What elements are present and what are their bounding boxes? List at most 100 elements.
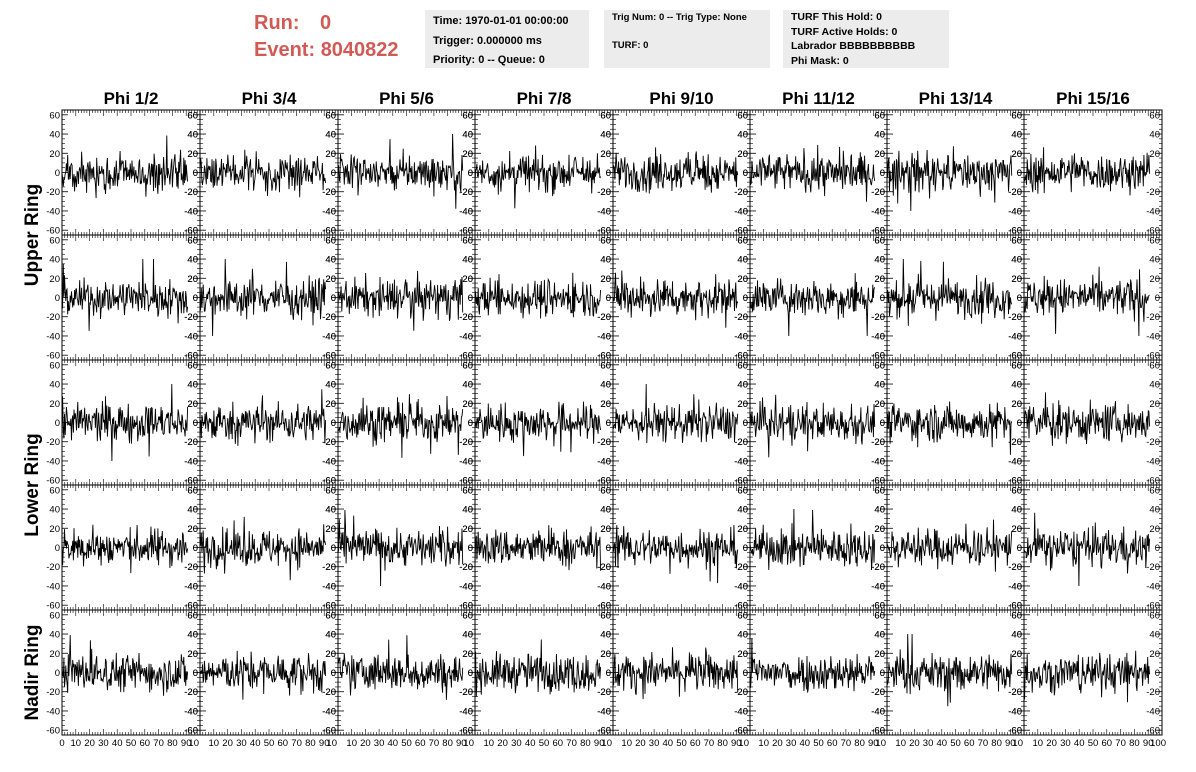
y-tick-label-right: 60 — [874, 485, 885, 496]
time-info-box: Time: 1970-01-01 00:00:00 Trigger: 0.000… — [425, 10, 589, 68]
y-tick-label-left: 40 — [874, 130, 885, 141]
y-tick-label-right: -60 — [1146, 226, 1160, 237]
y-tick-label-left: 20 — [462, 399, 473, 410]
y-tick-label-left: -20 — [322, 312, 336, 323]
column-label-5: Phi 9/10 — [649, 89, 713, 108]
y-tick-label-left: 20 — [187, 149, 198, 160]
y-tick-label-left: -20 — [46, 312, 60, 323]
y-tick-label-left: 20 — [600, 399, 611, 410]
y-tick-label-right: 20 — [187, 274, 198, 285]
y-tick-label-right: -60 — [322, 476, 336, 487]
y-tick-label-left: -60 — [459, 601, 473, 612]
y-tick-label-right: 60 — [737, 485, 748, 496]
column-label-1: Phi 1/2 — [104, 89, 159, 108]
y-tick-label-left: 40 — [462, 130, 473, 141]
y-tick-label-right: 40 — [600, 505, 611, 516]
y-tick-label-right: -40 — [322, 331, 336, 342]
y-tick-label-left: 0 — [193, 293, 198, 304]
panel-r1-c2: -60 -60 -40 -40 -20 -20 0 0 20 20 40 40 60 60 — [184, 109, 339, 237]
y-tick-label-left: -60 — [322, 476, 336, 487]
y-tick-label-right: 60 — [325, 110, 336, 121]
y-tick-label-left: 40 — [462, 255, 473, 266]
y-tick-label-left: -60 — [597, 601, 611, 612]
y-tick-label-right: 20 — [1011, 149, 1022, 160]
y-tick-label-right: -40 — [871, 581, 885, 592]
y-tick-label-right: 0 — [193, 418, 198, 429]
y-tick-label-left: 20 — [600, 149, 611, 160]
y-tick-label-left: -60 — [1008, 476, 1022, 487]
y-tick-label-right: -40 — [1008, 206, 1022, 217]
y-tick-label-left: 40 — [600, 380, 611, 391]
y-tick-label-right: -60 — [734, 351, 748, 362]
y-tick-label-left: -20 — [734, 312, 748, 323]
y-tick-label-left: 60 — [737, 110, 748, 121]
y-tick-label-right: 20 — [1011, 399, 1022, 410]
phi-mask-text: Phi Mask: 0 — [791, 54, 849, 67]
y-tick-label-left: 20 — [1011, 149, 1022, 160]
y-tick-label-right: 60 — [325, 235, 336, 246]
y-tick-label-left: 20 — [49, 149, 60, 160]
column-label-6: Phi 11/12 — [782, 89, 855, 108]
y-tick-label-right: 0 — [743, 418, 748, 429]
waveform-line — [199, 149, 327, 198]
y-tick-label-left: 60 — [737, 485, 748, 496]
waveform-line — [337, 270, 464, 331]
y-tick-label-right: 0 — [331, 418, 336, 429]
y-tick-label-right: 20 — [1149, 274, 1160, 285]
y-tick-label-left: 40 — [600, 130, 611, 141]
y-tick-label-left: 60 — [737, 360, 748, 371]
y-tick-label-right: -20 — [184, 562, 198, 573]
y-tick-label-right: 60 — [600, 360, 611, 371]
time-text: Time: 1970-01-01 00:00:00 — [433, 15, 569, 27]
y-tick-label-right: 40 — [1149, 130, 1160, 141]
y-tick-label-right: -40 — [459, 331, 473, 342]
y-tick-label-left: -20 — [322, 437, 336, 448]
y-tick-label-left: 60 — [325, 235, 336, 246]
y-tick-label-right: 20 — [1149, 399, 1160, 410]
panel-r1-c8: -60 -60 -40 -40 -20 -20 0 0 20 20 40 40 60 60 — [1008, 109, 1163, 237]
y-tick-label-right: -20 — [871, 437, 885, 448]
y-tick-label-right: -60 — [597, 601, 611, 612]
y-tick-label-left: 60 — [1011, 235, 1022, 246]
y-tick-label-right: -60 — [871, 226, 885, 237]
y-tick-label-left: 20 — [462, 524, 473, 535]
y-tick-label-right: -40 — [184, 581, 198, 592]
event-line: Event: 8040822 — [254, 37, 399, 64]
y-tick-label-left: -60 — [734, 226, 748, 237]
y-tick-label-right: -40 — [184, 331, 198, 342]
y-tick-label-right: -60 — [184, 476, 198, 487]
y-tick-label-right: 60 — [1149, 360, 1160, 371]
y-tick-label-left: -20 — [459, 562, 473, 573]
y-tick-label-left: 40 — [1011, 255, 1022, 266]
y-tick-label-right: -60 — [322, 226, 336, 237]
y-tick-label-left: 0 — [743, 168, 748, 179]
y-tick-label-left: 0 — [606, 168, 611, 179]
y-tick-label-left: 20 — [737, 399, 748, 410]
waveform-line — [1023, 266, 1150, 337]
y-tick-label-right: 0 — [606, 418, 611, 429]
run-event-block: Run: 0 Event: 8040822 — [254, 10, 399, 64]
y-tick-label-right: -60 — [459, 601, 473, 612]
y-tick-label-left: -40 — [46, 331, 60, 342]
y-tick-label-left: 0 — [193, 418, 198, 429]
y-tick-label-left: 40 — [737, 255, 748, 266]
y-tick-label-right: 40 — [737, 380, 748, 391]
y-tick-label-right: -60 — [1008, 476, 1022, 487]
y-tick-label-right: 60 — [462, 485, 473, 496]
y-tick-label-left: 40 — [1011, 130, 1022, 141]
y-tick-label-left: -60 — [734, 476, 748, 487]
y-tick-label-left: -60 — [322, 351, 336, 362]
y-tick-label-right: 40 — [325, 130, 336, 141]
y-tick-label-right: 0 — [743, 293, 748, 304]
y-tick-label-left: -60 — [871, 226, 885, 237]
y-tick-label-right: -40 — [734, 456, 748, 467]
panel-r1-c1: -60 -60 -40 -40 -20 -20 0 0 20 20 40 40 60 60 — [46, 109, 201, 237]
y-tick-label-left: -40 — [459, 581, 473, 592]
row-label-3: Nadir Ring — [22, 624, 43, 720]
y-tick-label-left: 60 — [325, 485, 336, 496]
waveform-line — [61, 524, 189, 574]
y-tick-label-left: 20 — [600, 524, 611, 535]
y-tick-label-right: -20 — [184, 312, 198, 323]
y-tick-label-left: 40 — [600, 505, 611, 516]
y-tick-label-left: -40 — [734, 206, 748, 217]
